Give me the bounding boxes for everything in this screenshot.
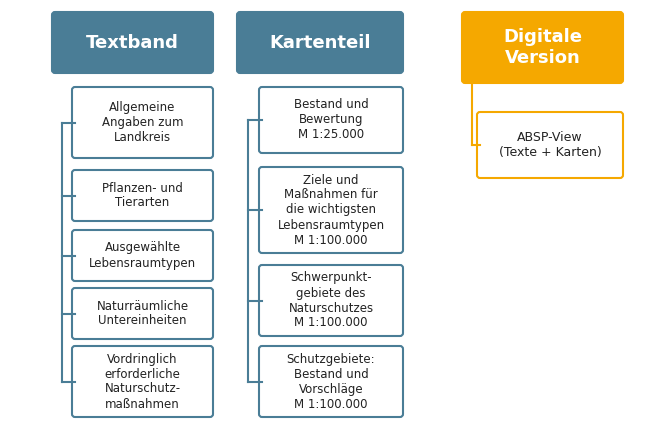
- FancyBboxPatch shape: [259, 346, 403, 417]
- FancyBboxPatch shape: [477, 112, 623, 178]
- Text: Schutzgebiete:
Bestand und
Vorschläge
M 1:100.000: Schutzgebiete: Bestand und Vorschläge M …: [287, 353, 375, 410]
- FancyBboxPatch shape: [72, 170, 213, 221]
- Text: Bestand und
Bewertung
M 1:25.000: Bestand und Bewertung M 1:25.000: [294, 98, 369, 142]
- Text: Vordringlich
erforderliche
Naturschutz-
maßnahmen: Vordringlich erforderliche Naturschutz- …: [105, 353, 181, 410]
- FancyBboxPatch shape: [72, 288, 213, 339]
- Text: Schwerpunkt-
gebiete des
Naturschutzes
M 1:100.000: Schwerpunkt- gebiete des Naturschutzes M…: [289, 271, 374, 330]
- FancyBboxPatch shape: [237, 12, 403, 73]
- FancyBboxPatch shape: [259, 167, 403, 253]
- Text: ABSP-View
(Texte + Karten): ABSP-View (Texte + Karten): [499, 131, 601, 159]
- FancyBboxPatch shape: [72, 346, 213, 417]
- FancyBboxPatch shape: [259, 87, 403, 153]
- Text: Kartenteil: Kartenteil: [269, 34, 370, 51]
- FancyBboxPatch shape: [259, 265, 403, 336]
- Text: Textband: Textband: [86, 34, 179, 51]
- Text: Naturräumliche
Untereinheiten: Naturräumliche Untereinheiten: [96, 299, 188, 327]
- FancyBboxPatch shape: [52, 12, 213, 73]
- FancyBboxPatch shape: [462, 12, 623, 83]
- Text: Ziele und
Maßnahmen für
die wichtigsten
Lebensraumtypen
M 1:100.000: Ziele und Maßnahmen für die wichtigsten …: [278, 174, 385, 247]
- Text: Allgemeine
Angaben zum
Landkreis: Allgemeine Angaben zum Landkreis: [102, 101, 183, 144]
- Text: Digitale
Version: Digitale Version: [503, 28, 582, 67]
- FancyBboxPatch shape: [72, 230, 213, 281]
- FancyBboxPatch shape: [72, 87, 213, 158]
- Text: Pflanzen- und
Tierarten: Pflanzen- und Tierarten: [102, 181, 183, 210]
- Text: Ausgewählte
Lebensraumtypen: Ausgewählte Lebensraumtypen: [89, 241, 196, 270]
